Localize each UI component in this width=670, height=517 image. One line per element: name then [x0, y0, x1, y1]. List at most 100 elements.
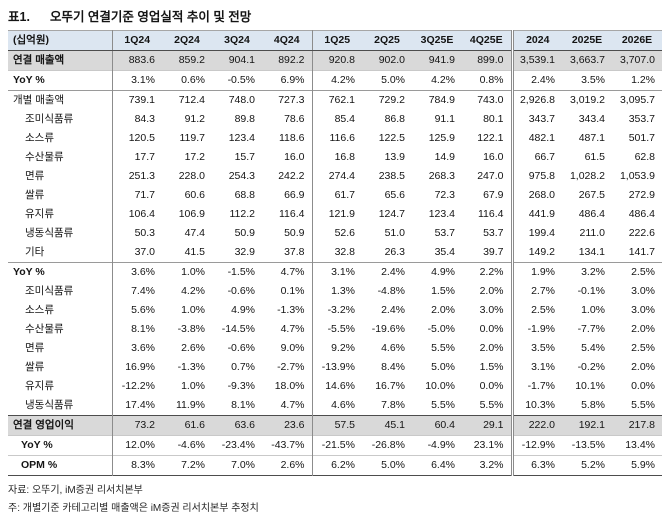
table-cell: 5.5%: [612, 396, 662, 416]
table-cell: 4.9%: [412, 263, 462, 283]
table-cell: 18.0%: [262, 377, 312, 396]
table-cell: 106.9: [162, 205, 212, 224]
table-cell: 3.6%: [112, 339, 162, 358]
table-cell: 61.7: [312, 186, 362, 205]
table-cell: 5.4%: [562, 339, 612, 358]
table-cell: 5.2%: [562, 456, 612, 476]
table-cell: -12.2%: [112, 377, 162, 396]
table-cell: 211.0: [562, 224, 612, 243]
table-cell: 1.0%: [562, 301, 612, 320]
table-cell: 4.2%: [312, 71, 362, 91]
table-cell: 3.1%: [112, 71, 162, 91]
table-cell: 920.8: [312, 51, 362, 71]
table-cell: 2.4%: [362, 263, 412, 283]
table-cell: 23.6: [262, 416, 312, 436]
table-cell: -4.6%: [162, 436, 212, 456]
table-cell: 13.9: [362, 148, 412, 167]
table-cell: 86.8: [362, 110, 412, 129]
table-cell: 0.0%: [462, 377, 512, 396]
row-label: 쌀류: [8, 358, 112, 377]
table-cell: 65.6: [362, 186, 412, 205]
table-cell: 441.9: [512, 205, 562, 224]
table-cell: 123.4: [412, 205, 462, 224]
table-cell: 7.8%: [362, 396, 412, 416]
table-cell: 62.8: [612, 148, 662, 167]
table-cell: 486.4: [612, 205, 662, 224]
table-cell: -26.8%: [362, 436, 412, 456]
table-cell: 4.6%: [312, 396, 362, 416]
table-cell: 2.0%: [412, 301, 462, 320]
table-cell: 16.7%: [362, 377, 412, 396]
table-cell: 272.9: [612, 186, 662, 205]
table-cell: 1.0%: [162, 263, 212, 283]
table-cell: -4.9%: [412, 436, 462, 456]
table-cell: 149.2: [512, 243, 562, 263]
row-label: OPM %: [8, 456, 112, 476]
row-label: 조미식품류: [8, 282, 112, 301]
source-note: 자료: 오뚜기, iM증권 리서치본부: [8, 482, 662, 500]
table-cell: 26.3: [362, 243, 412, 263]
table-cell: 91.2: [162, 110, 212, 129]
table-cell: 119.7: [162, 129, 212, 148]
table-cell: -7.7%: [562, 320, 612, 339]
table-cell: 120.5: [112, 129, 162, 148]
table-cell: 899.0: [462, 51, 512, 71]
table-cell: 3.6%: [112, 263, 162, 283]
table-cell: -14.5%: [212, 320, 262, 339]
table-cell: 1.5%: [412, 282, 462, 301]
column-header: 2026E: [612, 31, 662, 51]
table-cell: 883.6: [112, 51, 162, 71]
table-cell: 222.6: [612, 224, 662, 243]
table-cell: -21.5%: [312, 436, 362, 456]
table-cell: -19.6%: [362, 320, 412, 339]
table-cell: 7.4%: [112, 282, 162, 301]
table-cell: 5.0%: [362, 456, 412, 476]
row-label: 기타: [8, 243, 112, 263]
table-cell: 242.2: [262, 167, 312, 186]
table-cell: 122.1: [462, 129, 512, 148]
column-header: 2024: [512, 31, 562, 51]
table-row: YoY %12.0%-4.6%-23.4%-43.7%-21.5%-26.8%-…: [8, 436, 662, 456]
table-cell: 118.6: [262, 129, 312, 148]
table-cell: 66.7: [512, 148, 562, 167]
table-cell: 254.3: [212, 167, 262, 186]
row-label: 냉동식품류: [8, 396, 112, 416]
table-cell: 8.1%: [212, 396, 262, 416]
table-cell: 3.0%: [612, 282, 662, 301]
table-cell: 486.4: [562, 205, 612, 224]
row-label: YoY %: [8, 436, 112, 456]
table-cell: 4.7%: [262, 320, 312, 339]
table-cell: 2.0%: [462, 282, 512, 301]
table-cell: 3.5%: [562, 71, 612, 91]
table-cell: 23.1%: [462, 436, 512, 456]
table-cell: 2.2%: [462, 263, 512, 283]
table-cell: 50.3: [112, 224, 162, 243]
table-cell: 192.1: [562, 416, 612, 436]
table-cell: 3.2%: [462, 456, 512, 476]
column-header: 4Q25E: [462, 31, 512, 51]
table-cell: 32.8: [312, 243, 362, 263]
table-cell: 68.8: [212, 186, 262, 205]
row-label: 수산물류: [8, 320, 112, 339]
table-cell: 2.4%: [362, 301, 412, 320]
table-cell: -0.1%: [562, 282, 612, 301]
table-cell: 5.6%: [112, 301, 162, 320]
table-cell: 859.2: [162, 51, 212, 71]
table-cell: 134.1: [562, 243, 612, 263]
table-cell: 2.6%: [162, 339, 212, 358]
table-cell: 37.8: [262, 243, 312, 263]
table-cell: 61.5: [562, 148, 612, 167]
table-cell: 2.6%: [262, 456, 312, 476]
table-title-text: 오뚜기 연결기준 영업실적 추이 및 전망: [50, 10, 251, 24]
column-header: 2Q24: [162, 31, 212, 51]
table-cell: 2.0%: [462, 339, 512, 358]
table-cell: 1.2%: [612, 71, 662, 91]
table-cell: 501.7: [612, 129, 662, 148]
